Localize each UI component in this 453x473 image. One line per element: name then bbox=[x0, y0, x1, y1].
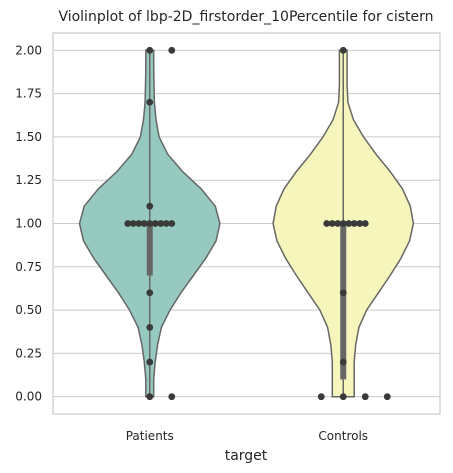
data-point-controls bbox=[328, 220, 336, 227]
x-axis-ticks: Patients Controls bbox=[126, 429, 368, 443]
data-point-patients bbox=[146, 393, 154, 401]
data-point-controls bbox=[345, 220, 353, 227]
y-tick-label: 2.00 bbox=[15, 43, 42, 57]
data-point-patients bbox=[140, 220, 148, 227]
data-point-patients bbox=[168, 46, 176, 54]
data-point-patients bbox=[146, 289, 154, 297]
data-point-controls bbox=[383, 393, 391, 401]
data-point-controls bbox=[334, 220, 342, 227]
data-point-controls bbox=[361, 220, 369, 227]
y-tick-label: 0.25 bbox=[15, 346, 42, 360]
chart-title: Violinplot of lbp-2D_firstorder_10Percen… bbox=[58, 9, 433, 25]
data-point-patients bbox=[157, 220, 165, 227]
data-point-patients bbox=[146, 358, 154, 366]
y-tick-label: 0.75 bbox=[15, 260, 42, 274]
data-point-controls bbox=[339, 393, 347, 401]
y-tick-label: 1.25 bbox=[15, 173, 42, 187]
data-point-patients bbox=[135, 220, 143, 227]
data-point-controls bbox=[317, 393, 325, 401]
x-tick-label-controls: Controls bbox=[318, 429, 368, 443]
data-point-patients bbox=[168, 220, 176, 227]
data-point-patients bbox=[162, 220, 170, 227]
data-point-patients bbox=[124, 220, 132, 227]
data-point-controls bbox=[323, 220, 331, 227]
data-point-controls bbox=[361, 393, 369, 401]
data-point-patients bbox=[168, 393, 176, 401]
y-tick-label: 0.50 bbox=[15, 303, 42, 317]
y-tick-label: 1.00 bbox=[15, 217, 42, 231]
data-point-controls bbox=[339, 46, 347, 54]
data-point-controls bbox=[350, 220, 358, 227]
data-point-patients bbox=[146, 220, 154, 227]
data-point-patients bbox=[146, 98, 154, 106]
data-point-controls bbox=[339, 358, 347, 366]
data-point-patients bbox=[151, 220, 159, 227]
y-tick-label: 1.75 bbox=[15, 87, 42, 101]
data-point-controls bbox=[339, 220, 347, 227]
data-point-patients bbox=[146, 46, 154, 54]
x-axis-label: target bbox=[225, 448, 268, 464]
y-tick-label: 0.00 bbox=[15, 390, 42, 404]
y-axis-ticks: 0.00 0.25 0.50 0.75 1.00 1.25 1.50 1.75 2.00 bbox=[15, 43, 42, 403]
points-layer bbox=[124, 46, 391, 401]
plot-frame bbox=[52, 32, 441, 415]
data-point-patients bbox=[146, 324, 154, 331]
data-point-controls bbox=[339, 289, 347, 297]
data-point-patients bbox=[129, 220, 137, 227]
x-tick-label-patients: Patients bbox=[126, 429, 174, 443]
y-tick-label: 1.50 bbox=[15, 130, 42, 144]
data-point-patients bbox=[146, 202, 154, 210]
data-point-controls bbox=[356, 220, 364, 227]
